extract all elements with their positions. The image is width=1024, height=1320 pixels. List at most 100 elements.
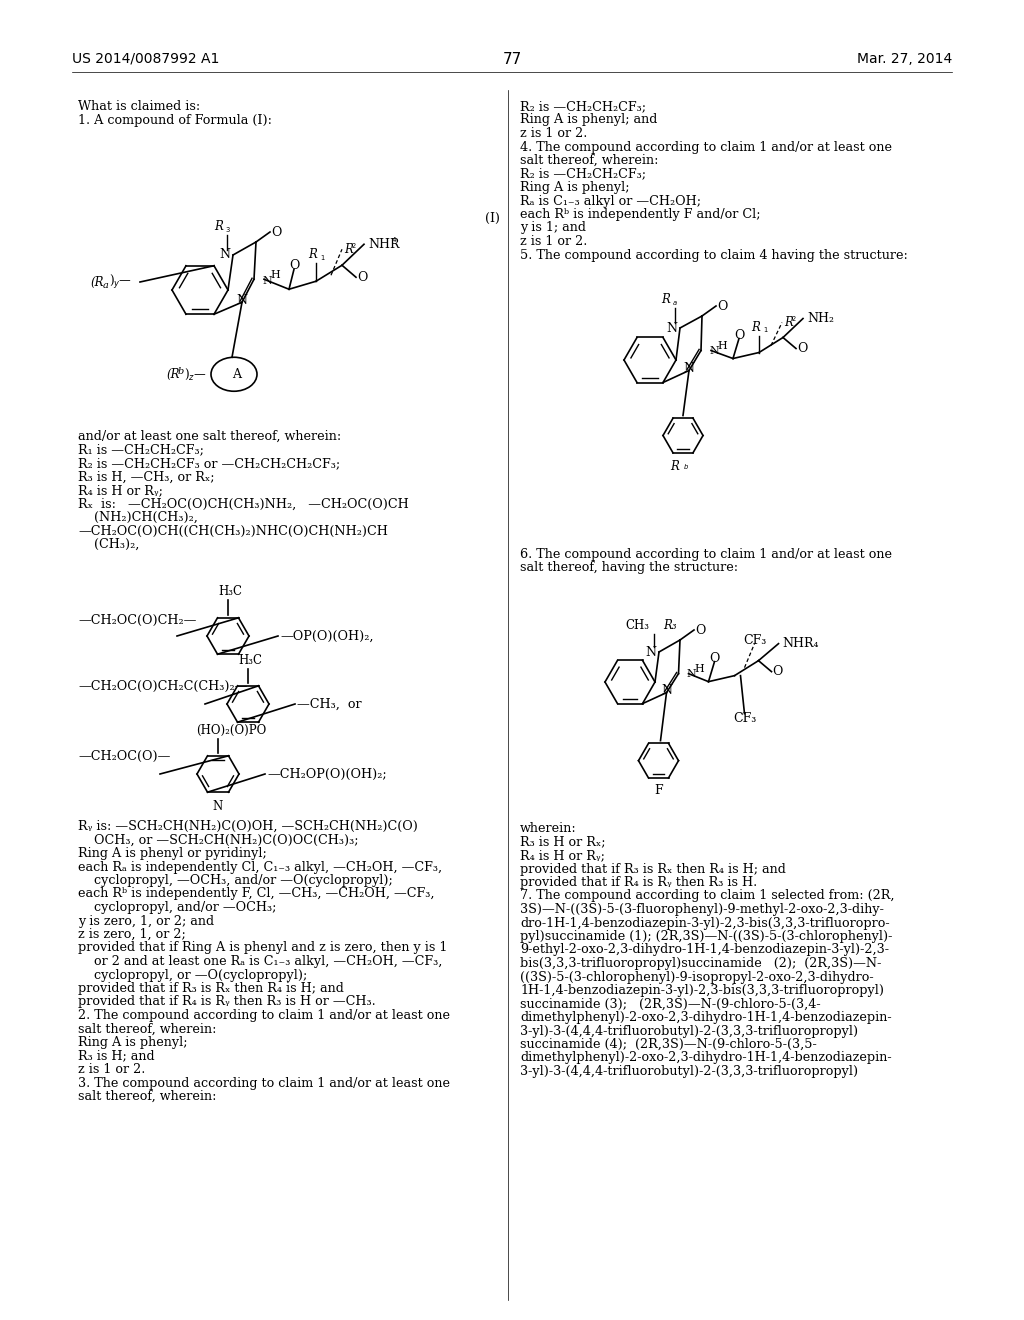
Text: R₄ is H or Rᵧ;: R₄ is H or Rᵧ; — [520, 849, 605, 862]
Text: N: N — [683, 362, 694, 375]
Text: Mar. 27, 2014: Mar. 27, 2014 — [857, 51, 952, 66]
Text: salt thereof, wherein:: salt thereof, wherein: — [78, 1090, 216, 1104]
Text: R₃ is H; and: R₃ is H; and — [78, 1049, 155, 1063]
Text: N: N — [709, 346, 719, 355]
Text: R₃ is H or Rₓ;: R₃ is H or Rₓ; — [520, 836, 605, 849]
Text: pyl)succinamide (1); (2R,3S)—N-((3S)-5-(3-chlorophenyl)-: pyl)succinamide (1); (2R,3S)—N-((3S)-5-(… — [520, 931, 892, 942]
Text: Rₓ  is:   —CH₂OC(O)CH(CH₃)NH₂,   —CH₂OC(O)CH: Rₓ is: —CH₂OC(O)CH(CH₃)NH₂, —CH₂OC(O)CH — [78, 498, 409, 511]
Text: H₃C: H₃C — [218, 585, 242, 598]
Text: O: O — [357, 271, 368, 284]
Text: CF₃: CF₃ — [742, 634, 766, 647]
Text: 1. A compound of Formula (I):: 1. A compound of Formula (I): — [78, 114, 272, 127]
Text: R₂ is —CH₂CH₂CF₃ or —CH₂CH₂CH₂CF₃;: R₂ is —CH₂CH₂CF₃ or —CH₂CH₂CH₂CF₃; — [78, 457, 340, 470]
Text: $_1$: $_1$ — [319, 253, 326, 263]
Text: provided that if R₄ is Rᵧ then R₃ is H or —CH₃.: provided that if R₄ is Rᵧ then R₃ is H o… — [78, 995, 376, 1008]
Text: O: O — [797, 342, 807, 355]
Text: (HO)₂(O)PO: (HO)₂(O)PO — [196, 723, 266, 737]
Text: provided that if R₃ is Rₓ then R₄ is H; and: provided that if R₃ is Rₓ then R₄ is H; … — [520, 862, 785, 875]
Text: NH₂: NH₂ — [807, 312, 834, 325]
Text: CF₃: CF₃ — [733, 711, 756, 725]
Text: US 2014/0087992 A1: US 2014/0087992 A1 — [72, 51, 219, 66]
Text: (CH₃)₂,: (CH₃)₂, — [78, 539, 139, 550]
Text: Rₐ is C₁₋₃ alkyl or —CH₂OH;: Rₐ is C₁₋₃ alkyl or —CH₂OH; — [520, 194, 701, 207]
Text: 77: 77 — [503, 51, 521, 67]
Text: )$_z$—: )$_z$— — [184, 367, 207, 381]
Text: —CH₂OP(O)(OH)₂;: —CH₂OP(O)(OH)₂; — [267, 768, 387, 781]
Text: (NH₂)CH(CH₃)₂,: (NH₂)CH(CH₃)₂, — [78, 511, 198, 524]
Text: 7. The compound according to claim 1 selected from: (2R,: 7. The compound according to claim 1 sel… — [520, 890, 895, 903]
Text: —CH₃,  or: —CH₃, or — [297, 698, 361, 711]
Text: 3-yl)-3-(4,4,4-trifluorobutyl)-2-(3,3,3-trifluoropropyl): 3-yl)-3-(4,4,4-trifluorobutyl)-2-(3,3,3-… — [520, 1065, 858, 1078]
Text: z is 1 or 2.: z is 1 or 2. — [78, 1063, 145, 1076]
Text: —CH₂OC(O)CH₂—: —CH₂OC(O)CH₂— — [78, 614, 197, 627]
Text: cyclopropyl, and/or —OCH₃;: cyclopropyl, and/or —OCH₃; — [78, 902, 276, 913]
Text: N: N — [686, 669, 696, 678]
Text: R: R — [215, 220, 223, 234]
Text: 5. The compound according to claim 4 having the structure:: 5. The compound according to claim 4 hav… — [520, 248, 908, 261]
Text: y is zero, 1, or 2; and: y is zero, 1, or 2; and — [78, 915, 214, 928]
Text: wherein:: wherein: — [520, 822, 577, 836]
Text: 3. The compound according to claim 1 and/or at least one: 3. The compound according to claim 1 and… — [78, 1077, 450, 1089]
Text: O: O — [717, 300, 727, 313]
Text: bis(3,3,3-trifluoropropyl)succinamide   (2);  (2R,3S)—N-: bis(3,3,3-trifluoropropyl)succinamide (2… — [520, 957, 882, 970]
Text: $_a$: $_a$ — [672, 300, 678, 308]
Text: R₁ is —CH₂CH₂CF₃;: R₁ is —CH₂CH₂CF₃; — [78, 444, 204, 457]
Text: —CH₂OC(O)CH₂C(CH₃)₂—: —CH₂OC(O)CH₂C(CH₃)₂— — [78, 680, 248, 693]
Text: R₄ is H or Rᵧ;: R₄ is H or Rᵧ; — [78, 484, 163, 498]
Text: OCH₃, or —SCH₂CH(NH₂)C(O)OC(CH₃)₃;: OCH₃, or —SCH₂CH(NH₂)C(O)OC(CH₃)₃; — [78, 833, 358, 846]
Text: dimethylphenyl)-2-oxo-2,3-dihydro-1H-1,4-benzodiazepin-: dimethylphenyl)-2-oxo-2,3-dihydro-1H-1,4… — [520, 1052, 892, 1064]
Text: R₂ is —CH₂CH₂CF₃;: R₂ is —CH₂CH₂CF₃; — [520, 100, 646, 114]
Text: cyclopropyl, —OCH₃, and/or —O(cyclopropyl);: cyclopropyl, —OCH₃, and/or —O(cyclopropy… — [78, 874, 393, 887]
Text: salt thereof, wherein:: salt thereof, wherein: — [78, 1023, 216, 1035]
Text: provided that if Ring A is phenyl and z is zero, then y is 1: provided that if Ring A is phenyl and z … — [78, 941, 447, 954]
Text: succinamide (4);  (2R,3S)—N-(9-chloro-5-(3,5-: succinamide (4); (2R,3S)—N-(9-chloro-5-(… — [520, 1038, 817, 1051]
Text: provided that if R₃ is Rₓ then R₄ is H; and: provided that if R₃ is Rₓ then R₄ is H; … — [78, 982, 344, 995]
Text: R: R — [662, 293, 671, 306]
Text: z is 1 or 2.: z is 1 or 2. — [520, 127, 588, 140]
Text: What is claimed is:: What is claimed is: — [78, 100, 201, 114]
Text: A: A — [232, 368, 242, 380]
Text: R: R — [344, 243, 353, 256]
Text: —CH₂OC(O)CH((CH(CH₃)₂)NHC(O)CH(NH₂)CH: —CH₂OC(O)CH((CH(CH₃)₂)NHC(O)CH(NH₂)CH — [78, 524, 388, 537]
Text: Ring A is phenyl;: Ring A is phenyl; — [78, 1036, 187, 1049]
Text: or 2 and at least one Rₐ is C₁₋₃ alkyl, —CH₂OH, —CF₃,: or 2 and at least one Rₐ is C₁₋₃ alkyl, … — [78, 954, 442, 968]
Text: H: H — [717, 341, 727, 351]
Text: $_3$: $_3$ — [225, 226, 230, 235]
Text: N: N — [262, 276, 271, 286]
Text: 6. The compound according to claim 1 and/or at least one: 6. The compound according to claim 1 and… — [520, 548, 892, 561]
Text: each Rₐ is independently Cl, C₁₋₃ alkyl, —CH₂OH, —CF₃,: each Rₐ is independently Cl, C₁₋₃ alkyl,… — [78, 861, 442, 874]
Text: (R: (R — [166, 368, 179, 380]
Text: 2. The compound according to claim 1 and/or at least one: 2. The compound according to claim 1 and… — [78, 1008, 450, 1022]
Text: $_2$: $_2$ — [351, 242, 356, 251]
Text: O: O — [695, 623, 706, 636]
Text: N: N — [237, 294, 248, 306]
Text: $_2$: $_2$ — [791, 314, 797, 325]
Text: b: b — [178, 367, 184, 376]
Text: N: N — [662, 684, 672, 697]
Text: y is 1; and: y is 1; and — [520, 222, 586, 235]
Text: N: N — [645, 645, 656, 659]
Text: Ring A is phenyl or pyridinyl;: Ring A is phenyl or pyridinyl; — [78, 847, 266, 861]
Text: provided that if R₄ is Rᵧ then R₃ is H.: provided that if R₄ is Rᵧ then R₃ is H. — [520, 876, 758, 888]
Text: cyclopropyl, or —O(cyclopropyl);: cyclopropyl, or —O(cyclopropyl); — [78, 969, 307, 982]
Text: NHR: NHR — [368, 238, 399, 251]
Text: succinamide (3);   (2R,3S)—N-(9-chloro-5-(3,4-: succinamide (3); (2R,3S)—N-(9-chloro-5-(… — [520, 998, 820, 1011]
Text: dro-1H-1,4-benzodiazepin-3-yl)-2,3-bis(3,3,3-trifluoropro-: dro-1H-1,4-benzodiazepin-3-yl)-2,3-bis(3… — [520, 916, 890, 929]
Text: Ring A is phenyl; and: Ring A is phenyl; and — [520, 114, 657, 127]
Text: z is 1 or 2.: z is 1 or 2. — [520, 235, 588, 248]
Text: F: F — [654, 784, 663, 797]
Text: 4. The compound according to claim 1 and/or at least one: 4. The compound according to claim 1 and… — [520, 140, 892, 153]
Text: $_b$: $_b$ — [683, 462, 689, 473]
Text: O: O — [289, 259, 299, 272]
Text: z is zero, 1, or 2;: z is zero, 1, or 2; — [78, 928, 185, 941]
Text: Rᵧ is: —SCH₂CH(NH₂)C(O)OH, —SCH₂CH(NH₂)C(O): Rᵧ is: —SCH₂CH(NH₂)C(O)OH, —SCH₂CH(NH₂)C… — [78, 820, 418, 833]
Text: N: N — [213, 800, 223, 813]
Text: and/or at least one salt thereof, wherein:: and/or at least one salt thereof, wherei… — [78, 430, 341, 444]
Text: R₂ is —CH₂CH₂CF₃;: R₂ is —CH₂CH₂CF₃; — [520, 168, 646, 181]
Text: salt thereof, wherein:: salt thereof, wherein: — [520, 154, 658, 168]
Text: ((3S)-5-(3-chlorophenyl)-9-isopropyl-2-oxo-2,3-dihydro-: ((3S)-5-(3-chlorophenyl)-9-isopropyl-2-o… — [520, 970, 873, 983]
Text: —OP(O)(OH)₂,: —OP(O)(OH)₂, — [280, 630, 374, 643]
Text: dimethylphenyl)-2-oxo-2,3-dihydro-1H-1,4-benzodiazepin-: dimethylphenyl)-2-oxo-2,3-dihydro-1H-1,4… — [520, 1011, 892, 1024]
Text: $_4$: $_4$ — [391, 235, 397, 246]
Text: (R: (R — [90, 276, 103, 289]
